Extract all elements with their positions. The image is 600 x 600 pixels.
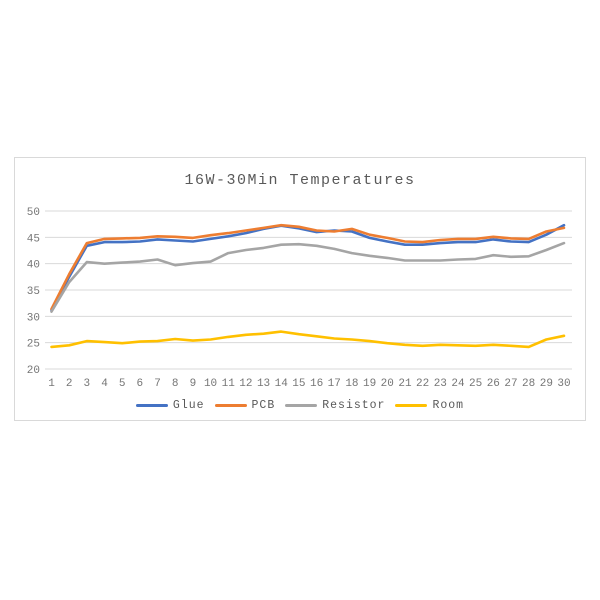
legend-label: Resistor xyxy=(322,399,386,412)
x-tick-label: 29 xyxy=(540,378,553,390)
series-line-resistor[interactable] xyxy=(50,241,566,313)
legend-line-swatch xyxy=(214,404,247,407)
legend-item-resistor[interactable]: Resistor xyxy=(285,399,385,412)
legend-line-swatch xyxy=(395,404,428,407)
x-tick-label: 20 xyxy=(381,378,394,390)
x-tick-label: 13 xyxy=(257,378,270,390)
legend-item-glue[interactable]: Glue xyxy=(135,399,205,412)
y-tick-label: 50 xyxy=(27,207,40,219)
series-line-glue[interactable] xyxy=(50,223,566,312)
legend-label: PCB xyxy=(251,399,276,412)
x-tick-label: 9 xyxy=(190,378,197,390)
series-line-room[interactable] xyxy=(50,330,566,349)
x-tick-label: 17 xyxy=(328,378,341,390)
series-line-pcb[interactable] xyxy=(50,223,566,311)
x-tick-label: 16 xyxy=(310,378,323,390)
x-tick-label: 15 xyxy=(292,378,305,390)
y-tick-label: 40 xyxy=(27,260,40,272)
x-tick-label: 18 xyxy=(345,378,358,390)
y-tick-label: 30 xyxy=(27,312,40,324)
x-tick-label: 27 xyxy=(504,378,517,390)
x-tick-label: 6 xyxy=(137,378,144,390)
y-tick-label: 45 xyxy=(27,233,40,245)
x-tick-label: 2 xyxy=(66,378,73,390)
x-tick-label: 5 xyxy=(119,378,126,390)
x-tick-label: 30 xyxy=(557,378,570,390)
x-tick-label: 19 xyxy=(363,378,376,390)
x-tick-label: 7 xyxy=(154,378,161,390)
y-tick-label: 20 xyxy=(27,365,40,377)
legend-line-swatch xyxy=(285,404,318,407)
x-tick-label: 23 xyxy=(434,378,447,390)
x-tick-label: 8 xyxy=(172,378,179,390)
chart-legend: Glue PCB Resistor Room xyxy=(15,399,585,412)
x-tick-label: 10 xyxy=(204,378,217,390)
x-tick-label: 11 xyxy=(222,378,236,390)
x-tick-label: 26 xyxy=(487,378,500,390)
y-tick-label: 25 xyxy=(27,339,40,351)
x-tick-label: 14 xyxy=(275,378,289,390)
legend-item-room[interactable]: Room xyxy=(395,399,464,412)
legend-item-pcb[interactable]: PCB xyxy=(214,399,276,412)
x-tick-label: 12 xyxy=(239,378,252,390)
x-tick-label: 28 xyxy=(522,378,535,390)
y-tick-label: 35 xyxy=(27,286,40,298)
x-tick-label: 3 xyxy=(84,378,91,390)
chart-container[interactable]: 16W-30Min Temperatures 20 25 30 35 40 45 50 1 2 3… xyxy=(14,157,586,421)
x-tick-label: 24 xyxy=(451,378,465,390)
legend-label: Glue xyxy=(172,399,205,412)
legend-label: Room xyxy=(432,399,465,412)
legend-line-swatch xyxy=(135,404,168,407)
chart-title: 16W-30Min Temperatures xyxy=(184,172,416,189)
x-tick-label: 25 xyxy=(469,378,482,390)
x-tick-label: 1 xyxy=(48,378,55,390)
x-tick-label: 4 xyxy=(101,378,108,390)
x-tick-label: 22 xyxy=(416,378,429,390)
x-tick-label: 21 xyxy=(398,378,412,390)
